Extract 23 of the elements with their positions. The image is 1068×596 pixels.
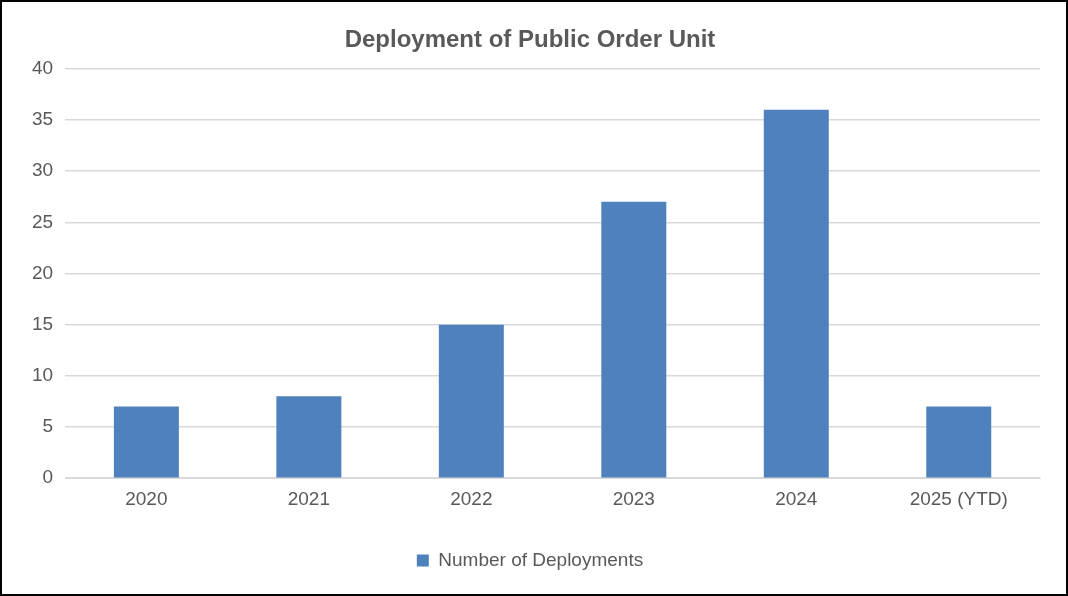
bar (438, 324, 504, 478)
y-tick-label: 20 (31, 261, 54, 283)
x-tick-label: 2024 (775, 487, 818, 509)
y-tick-label: 15 (31, 312, 54, 334)
bar (926, 406, 992, 478)
bar (276, 396, 342, 478)
legend-label: Number of Deployments (438, 548, 644, 570)
y-tick-label: 10 (31, 364, 54, 386)
y-tick-label: 35 (31, 108, 54, 130)
bar (113, 406, 179, 478)
y-tick-label: 0 (42, 466, 54, 488)
x-tick-label: 2025 (YTD) (909, 487, 1008, 509)
chart-title: Deployment of Public Order Unit (344, 25, 716, 53)
y-tick-label: 5 (42, 415, 54, 437)
bar (601, 201, 667, 478)
bar (763, 109, 829, 478)
x-tick-label: 2020 (125, 487, 168, 509)
y-tick-label: 25 (31, 210, 54, 232)
x-tick-label: 2022 (450, 487, 493, 509)
y-tick-label: 30 (31, 159, 54, 181)
x-tick-label: 2023 (612, 487, 655, 509)
y-tick-label: 40 (31, 57, 54, 79)
x-tick-label: 2021 (287, 487, 330, 509)
